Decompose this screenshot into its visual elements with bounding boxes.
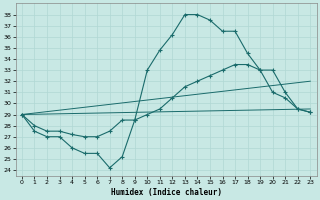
X-axis label: Humidex (Indice chaleur): Humidex (Indice chaleur) (111, 188, 221, 197)
